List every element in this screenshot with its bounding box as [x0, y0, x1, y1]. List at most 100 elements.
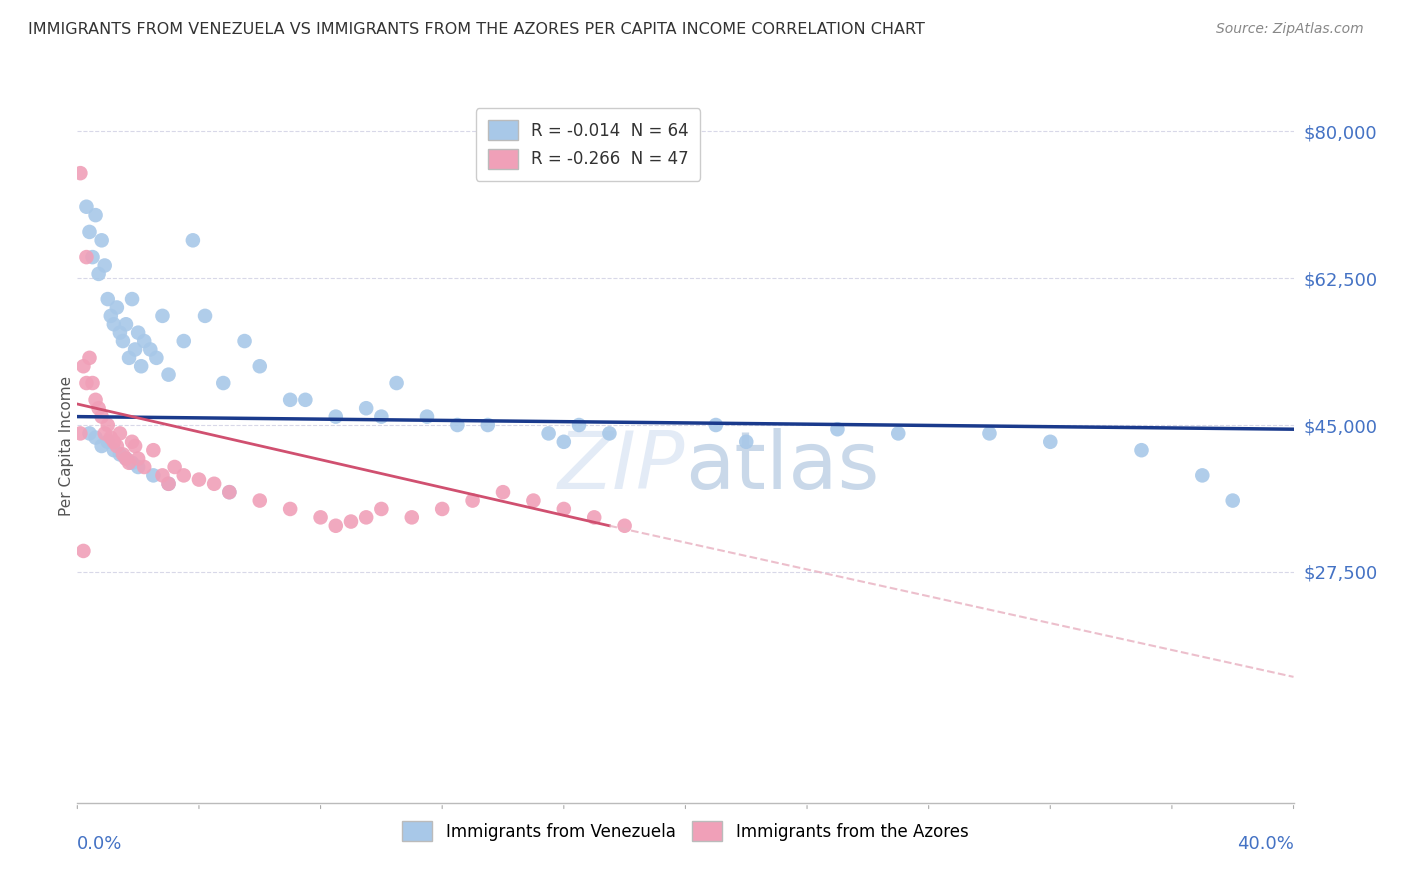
- Point: [97, 417, 120, 432]
- Point: [249, 493, 271, 508]
- Point: [129, 359, 152, 374]
- Point: [354, 510, 377, 524]
- Point: [181, 233, 204, 247]
- Point: [446, 417, 468, 432]
- Point: [340, 515, 363, 529]
- Point: [121, 434, 143, 449]
- Point: [145, 351, 167, 365]
- Point: [127, 451, 149, 466]
- Point: [75, 376, 97, 390]
- Point: [115, 451, 138, 466]
- Point: [309, 510, 332, 524]
- Point: [325, 409, 347, 424]
- Point: [90, 439, 112, 453]
- Point: [124, 343, 146, 357]
- Point: [105, 439, 128, 453]
- Point: [704, 417, 727, 432]
- Point: [568, 417, 591, 432]
- Point: [173, 334, 195, 348]
- Point: [108, 326, 131, 340]
- Point: [90, 233, 112, 247]
- Point: [212, 376, 235, 390]
- Point: [97, 434, 120, 449]
- Point: [79, 225, 101, 239]
- Point: [1039, 434, 1062, 449]
- Point: [401, 510, 423, 524]
- Point: [115, 318, 138, 332]
- Point: [82, 250, 104, 264]
- Point: [134, 460, 156, 475]
- Point: [233, 334, 256, 348]
- Point: [124, 439, 146, 453]
- Point: [108, 426, 131, 441]
- Text: 40.0%: 40.0%: [1237, 835, 1294, 853]
- Point: [188, 473, 211, 487]
- Point: [69, 166, 91, 180]
- Point: [370, 409, 392, 424]
- Point: [583, 510, 606, 524]
- Point: [69, 426, 91, 441]
- Point: [173, 468, 195, 483]
- Point: [142, 468, 165, 483]
- Point: [103, 434, 125, 449]
- Point: [118, 456, 141, 470]
- Point: [370, 502, 392, 516]
- Point: [522, 493, 544, 508]
- Point: [157, 476, 180, 491]
- Point: [1222, 493, 1244, 508]
- Point: [100, 431, 122, 445]
- Point: [72, 359, 94, 374]
- Point: [87, 401, 110, 416]
- Point: [598, 426, 620, 441]
- Point: [142, 443, 165, 458]
- Point: [735, 434, 758, 449]
- Legend: Immigrants from Venezuela, Immigrants from the Azores: Immigrants from Venezuela, Immigrants fr…: [395, 814, 976, 848]
- Point: [121, 456, 143, 470]
- Point: [477, 417, 499, 432]
- Point: [103, 318, 125, 332]
- Point: [278, 392, 301, 407]
- Point: [613, 518, 636, 533]
- Point: [127, 460, 149, 475]
- Point: [75, 250, 97, 264]
- Point: [152, 309, 174, 323]
- Point: [121, 292, 143, 306]
- Point: [553, 502, 575, 516]
- Point: [79, 426, 101, 441]
- Point: [84, 431, 107, 445]
- Point: [218, 485, 240, 500]
- Point: [294, 392, 316, 407]
- Point: [90, 409, 112, 424]
- Text: 0.0%: 0.0%: [77, 835, 122, 853]
- Point: [430, 502, 453, 516]
- Text: atlas: atlas: [686, 428, 880, 507]
- Point: [100, 309, 122, 323]
- Point: [385, 376, 408, 390]
- Point: [84, 208, 107, 222]
- Point: [278, 502, 301, 516]
- Point: [157, 368, 180, 382]
- Point: [492, 485, 515, 500]
- Point: [1191, 468, 1213, 483]
- Point: [139, 343, 162, 357]
- Point: [249, 359, 271, 374]
- Point: [152, 468, 174, 483]
- Point: [111, 447, 134, 461]
- Point: [127, 326, 149, 340]
- Point: [537, 426, 560, 441]
- Point: [553, 434, 575, 449]
- Point: [118, 351, 141, 365]
- Point: [111, 334, 134, 348]
- Point: [163, 460, 186, 475]
- Point: [1130, 443, 1153, 458]
- Point: [325, 518, 347, 533]
- Point: [979, 426, 1001, 441]
- Point: [82, 376, 104, 390]
- Text: IMMIGRANTS FROM VENEZUELA VS IMMIGRANTS FROM THE AZORES PER CAPITA INCOME CORREL: IMMIGRANTS FROM VENEZUELA VS IMMIGRANTS …: [28, 22, 925, 37]
- Point: [79, 351, 101, 365]
- Point: [202, 476, 225, 491]
- Point: [134, 334, 156, 348]
- Point: [461, 493, 484, 508]
- Point: [354, 401, 377, 416]
- Point: [93, 426, 115, 441]
